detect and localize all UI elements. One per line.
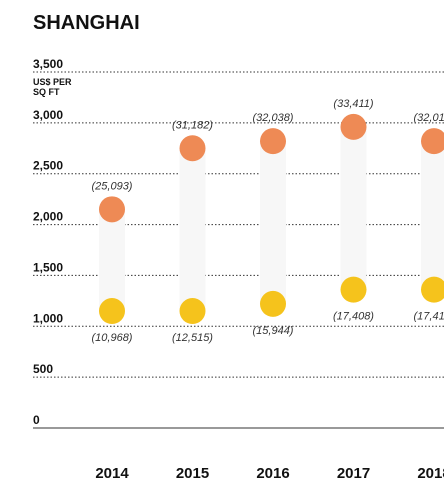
y-tick-label: 1,000: [33, 311, 63, 325]
y-axis-label: SQ FT: [33, 87, 60, 97]
range-bar: [421, 141, 444, 290]
dot: [260, 290, 286, 317]
range-bar: [340, 126, 367, 290]
dot: [421, 128, 444, 155]
value-label: (32,038): [253, 112, 294, 124]
dot: [99, 196, 125, 223]
value-label: (12,515): [172, 332, 213, 344]
value-label: (32,013): [414, 112, 444, 124]
y-tick-label: 2,000: [33, 210, 63, 224]
y-tick-label: 1,500: [33, 260, 63, 274]
value-label: (25,093): [92, 180, 133, 192]
dot: [179, 298, 206, 325]
range-bar: [179, 148, 206, 312]
value-label: (15,944): [253, 325, 294, 337]
value-label: (10,968): [92, 332, 133, 344]
dot: [340, 276, 367, 303]
y-tick-label: 3,000: [33, 108, 63, 122]
x-tick-label: 2014: [95, 465, 129, 482]
value-label: (17,408): [333, 311, 374, 323]
dot: [340, 113, 367, 140]
x-tick-label: 2016: [256, 465, 289, 482]
x-tick-label: 2017: [337, 465, 370, 482]
range-bar: [260, 141, 286, 304]
value-label: (33,411): [333, 98, 373, 110]
y-tick-label: 0: [33, 413, 40, 427]
dot: [421, 276, 444, 303]
value-label: (17,417): [414, 311, 444, 323]
x-tick-label: 2018: [417, 465, 444, 482]
dot: [179, 135, 206, 162]
dot: [99, 298, 125, 325]
y-tick-label: 2,500: [33, 159, 63, 173]
value-label: (31,182): [172, 119, 213, 131]
y-tick-label: 3,500: [33, 57, 63, 71]
range-bar: [99, 209, 125, 312]
x-tick-label: 2015: [176, 465, 209, 482]
dot: [260, 128, 286, 155]
chart-title: SHANGHAI: [33, 12, 140, 34]
y-tick-label: 500: [33, 362, 53, 376]
y-axis-label: US$ PER: [33, 77, 72, 87]
